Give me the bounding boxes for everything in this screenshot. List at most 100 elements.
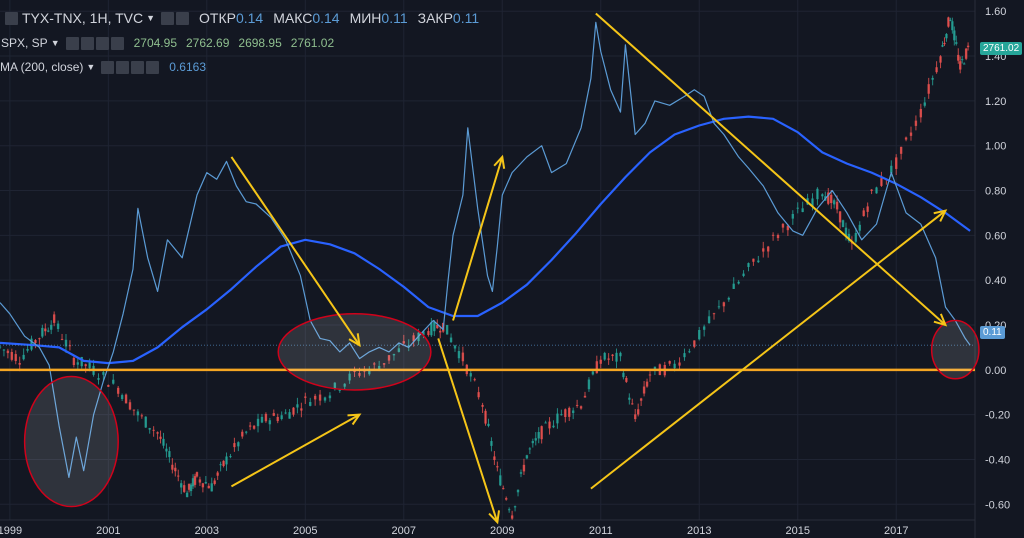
spx-candle-body [260,416,264,423]
close-icon[interactable] [110,36,124,50]
spx-candle-body [895,157,898,169]
spx-candle-body [156,432,159,434]
add-icon[interactable] [131,60,145,74]
settings-icon[interactable] [116,60,130,74]
spx-candle-body [288,412,291,419]
spx-candle-body [611,354,614,357]
spx-candle-body [493,456,496,460]
spx-candle-body [866,206,869,212]
spx-candle-body [241,431,244,437]
spx-candle-body [439,330,442,333]
spx-candle-body [102,372,105,375]
open-value: 0.14 [235,10,264,26]
spx-candle-body [41,327,44,337]
close-icon[interactable] [146,60,160,74]
spx-candle-body [309,401,312,406]
spx-candle-body [430,322,433,336]
symbol-title[interactable]: TYX-TNX, 1H, TVC [22,10,144,26]
y-tick-label: 0.80 [985,186,1006,198]
spx-candle-body [499,475,502,486]
spx-candle-body [481,404,484,407]
spx-candle-body [959,61,962,70]
spx-candle-body [702,326,706,330]
spx-candle-body [742,273,745,277]
spx-candle-body [841,220,845,228]
settings-icon[interactable] [80,36,94,50]
spx-candle-body [10,352,14,360]
spx-candle-body [854,232,858,242]
spx-candle-body [76,362,80,365]
spx-high: 2762.69 [186,36,230,50]
spx-candle-body [168,451,171,458]
highlight-ellipse [277,313,432,391]
spx-candle-body [120,395,124,400]
spx-candle-body [835,201,839,210]
spx-candle-body [622,372,625,378]
trend-arrow-head [348,333,361,348]
spx-candle-body [107,385,110,387]
y-tick-label: 0.40 [985,275,1006,287]
spx-candle-body [838,211,842,223]
spx-candle-body [564,409,567,417]
spx-candle-body [615,352,618,362]
spx-candle-body [844,227,848,236]
spx-candle-body [159,436,162,439]
eye-icon[interactable] [101,60,115,74]
spx-candle-body [560,414,563,416]
chevron-down-icon[interactable]: ▼ [86,62,96,72]
spx-candle-body [830,194,833,204]
spx-candle-body [80,356,83,367]
spx-candle-body [171,464,174,470]
spx-candle-body [548,421,551,429]
spx-title[interactable]: SPX, SP [1,36,48,50]
spx-candle-body [786,225,790,231]
spx-candle-body [387,355,391,361]
legend-spx: SPX, SP ▼ 2704.95 2762.69 2698.95 2761.0… [0,36,334,50]
ma-title[interactable]: MA (200, close) [0,60,84,74]
spx-candle-body [198,479,202,483]
spx-candle-body [776,234,780,239]
spx-candle-body [591,371,595,375]
spx-candle-body [890,165,893,173]
spx-candle-body [56,323,60,329]
spx-candle-body [935,67,938,73]
add-icon[interactable] [95,36,109,50]
high-label: МАКС [273,10,313,26]
ma-value: 0.6163 [169,60,206,74]
spx-candle-body [14,354,17,361]
spx-candle-body [673,363,676,369]
chevron-down-icon[interactable]: ▼ [50,38,60,48]
eye-icon[interactable] [161,11,175,25]
spx-candle-body [280,415,283,420]
trend-arrow-head [933,209,948,222]
spx-candle-body [522,464,526,472]
settings-icon[interactable] [176,11,190,25]
spx-candle-body [268,420,272,425]
spx-candle-body [880,178,883,186]
spx-candle-body [193,476,197,485]
spx-candle-body [595,361,599,374]
spx-candle-body [634,414,637,420]
spx-candle-body [229,456,232,458]
spx-candle-body [571,410,575,414]
spx-candle-body [136,411,140,416]
spx-candle-body [683,353,686,358]
spx-candle-body [513,506,517,508]
spx-candle-body [216,472,219,476]
spx-candle-body [648,374,652,376]
spx-candle-body [943,42,946,45]
chevron-down-icon[interactable]: ▼ [146,13,156,23]
spread-line [0,21,971,478]
trend-arrow-line [437,338,499,523]
collapse-legend-icon[interactable] [5,11,18,25]
legend-primary: TYX-TNX, 1H, TVC ▼ ОТКР 0.14 МАКС 0.14 М… [0,10,479,26]
y-tick-label: -0.60 [985,499,1010,511]
spx-candle-body [392,353,396,356]
x-tick-label: 2015 [785,525,809,537]
spx-candle-body [207,485,210,489]
y-tick-label: 1.00 [985,141,1006,153]
eye-icon[interactable] [65,36,79,50]
spx-candle-body [653,366,657,370]
spx-candle-body [256,418,260,427]
